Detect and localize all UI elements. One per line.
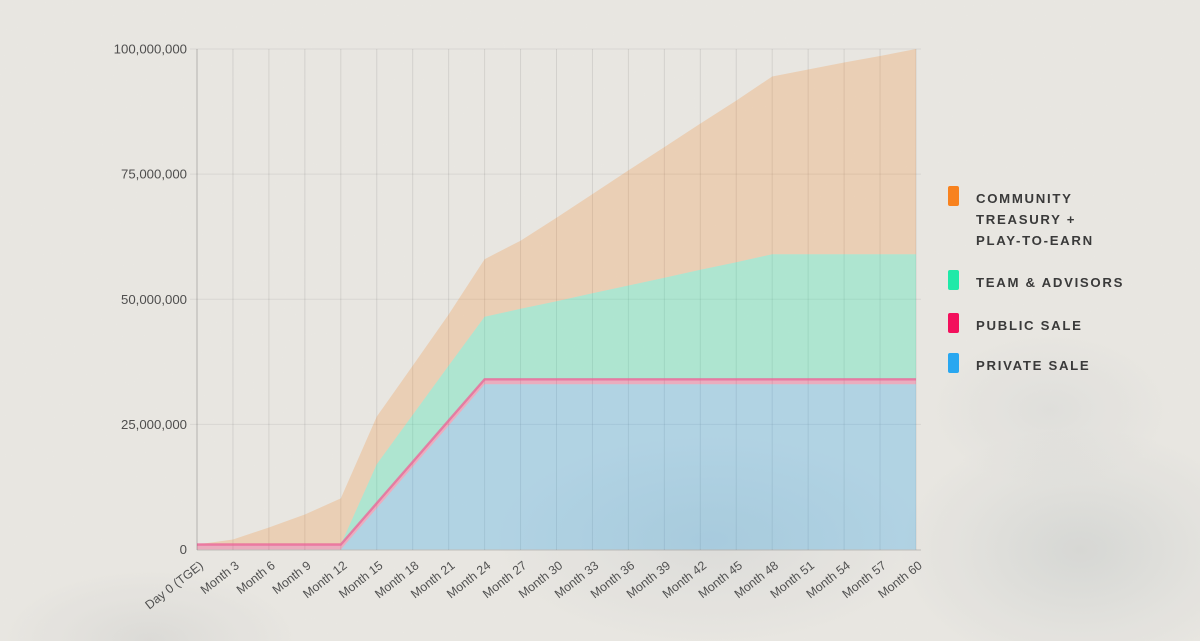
y-axis-tick-label: 0 bbox=[180, 542, 187, 557]
legend-item-community-treasury-p2e[interactable]: COMMUNITY TREASURY + PLAY-TO-EARN bbox=[948, 186, 1094, 251]
legend-label: COMMUNITY TREASURY + PLAY-TO-EARN bbox=[976, 191, 1094, 248]
legend-item-private-sale[interactable]: PRIVATE SALE bbox=[948, 353, 1090, 376]
legend-label: PRIVATE SALE bbox=[976, 358, 1091, 373]
x-axis-tick-label: Day 0 (TGE) bbox=[142, 558, 205, 612]
y-axis-tick-label: 25,000,000 bbox=[121, 417, 187, 432]
legend-label: PUBLIC SALE bbox=[976, 318, 1083, 333]
y-axis-tick-label: 100,000,000 bbox=[114, 42, 187, 57]
legend-swatch-community-treasury-p2e bbox=[948, 186, 959, 206]
y-axis-tick-label: 50,000,000 bbox=[121, 292, 187, 307]
y-axis-labels: 0 25,000,000 50,000,000 75,000,000 100,000,0… bbox=[114, 42, 187, 558]
x-axis-tick-label: Month 6 bbox=[234, 558, 278, 597]
x-axis-tick-label: Month 3 bbox=[198, 558, 242, 597]
legend-swatch-public-sale bbox=[948, 313, 959, 333]
legend-swatch-private-sale bbox=[948, 353, 959, 373]
legend-item-team-advisors[interactable]: TEAM & ADVISORS bbox=[948, 270, 1124, 293]
y-axis-tick-label: 75,000,000 bbox=[121, 167, 187, 182]
legend-swatch-team-advisors bbox=[948, 270, 959, 290]
legend-label: TEAM & ADVISORS bbox=[976, 275, 1125, 290]
legend-item-public-sale[interactable]: PUBLIC SALE bbox=[948, 313, 1083, 336]
